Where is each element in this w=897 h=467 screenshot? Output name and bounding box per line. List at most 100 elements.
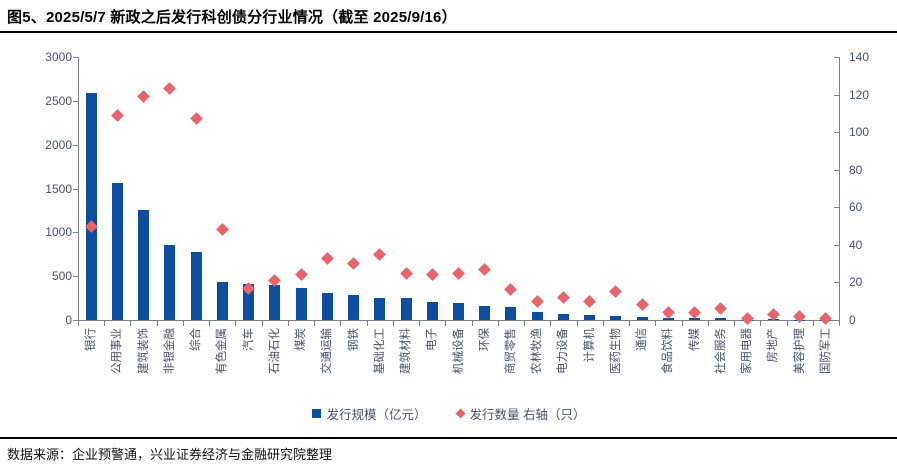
issue-count-marker-icon (504, 283, 518, 297)
title-divider (0, 31, 897, 33)
right-axis-tick (834, 320, 839, 321)
x-axis-category-label: 交通运输 (321, 328, 334, 374)
left-axis-tick-label: 500 (51, 269, 72, 284)
x-axis-tick (550, 321, 552, 326)
right-axis-tick-label: 120 (849, 87, 870, 102)
x-axis-tick (366, 321, 368, 326)
x-axis-tick (524, 321, 526, 326)
x-axis-category-label: 社会服务 (714, 328, 727, 374)
issue-count-marker-icon (137, 90, 150, 103)
bar (295, 287, 307, 320)
legend-label-issue-scale: 发行规模（亿元） (326, 408, 427, 422)
x-axis-tick (681, 321, 683, 326)
bar (164, 245, 176, 320)
x-axis-category-label: 非银金融 (163, 328, 176, 374)
right-axis-line (839, 57, 840, 320)
legend-item-issue-scale: 发行规模（亿元） (311, 404, 427, 423)
x-axis-category-label: 农林牧渔 (531, 328, 544, 374)
bar (557, 313, 569, 320)
right-axis-tick-label: 60 (849, 200, 863, 215)
x-axis-tick (707, 321, 709, 326)
diamond-series-swatch-icon (455, 408, 465, 419)
x-axis-category-label: 银行 (85, 328, 98, 351)
legend-item-issue-count: 发行数量 右轴（只） (455, 404, 586, 423)
x-axis-line (78, 320, 840, 321)
left-axis-tick-label: 2000 (45, 137, 72, 152)
x-axis-tick (130, 321, 132, 326)
x-axis-tick (734, 321, 736, 326)
x-axis-category-label: 家用电器 (741, 328, 754, 374)
issue-count-marker-icon (714, 302, 728, 316)
x-axis-category-label: 食品饮料 (662, 328, 675, 374)
bar (269, 284, 281, 320)
x-axis-category-label: 通信 (636, 328, 649, 351)
x-axis-tick (287, 321, 289, 326)
issue-count-marker-icon (294, 268, 308, 282)
bar (243, 284, 255, 320)
x-axis-tick (445, 321, 447, 326)
x-axis-category-label: 基础化工 (373, 328, 386, 374)
legend-label-issue-count: 发行数量 右轴（只） (469, 408, 586, 422)
x-axis-category-label: 石油石化 (268, 328, 281, 374)
issue-count-marker-icon (163, 82, 177, 96)
bar (505, 307, 517, 320)
x-axis-tick (419, 321, 421, 326)
bar (138, 209, 150, 320)
x-axis-category-label: 美容护理 (793, 328, 806, 374)
x-axis-category-label: 煤炭 (295, 328, 308, 351)
issue-count-marker-icon (557, 291, 570, 304)
x-axis-tick (629, 321, 631, 326)
bar (426, 302, 438, 320)
bar (216, 282, 228, 320)
x-axis-category-label: 商贸零售 (504, 328, 517, 374)
x-axis-tick (156, 321, 158, 326)
right-axis-tick (834, 207, 839, 209)
right-axis-tick (834, 244, 839, 246)
right-axis-tick (834, 169, 839, 171)
bar (111, 182, 123, 320)
bar (715, 318, 727, 320)
x-axis-tick (78, 321, 79, 326)
bar (190, 252, 202, 320)
right-axis-tick-label: 140 (849, 50, 870, 64)
x-axis-category-label: 房地产 (767, 328, 780, 363)
bar (348, 295, 360, 320)
x-axis-category-label: 综合 (190, 328, 203, 351)
right-axis-tick (834, 94, 839, 96)
left-axis-tick-label: 0 (65, 313, 72, 327)
right-axis-tick (834, 57, 839, 58)
chart-legend: 发行规模（亿元） 发行数量 右轴（只） (0, 404, 897, 423)
x-axis-category-label: 环保 (478, 328, 491, 351)
x-axis-tick (760, 321, 762, 326)
x-axis-tick (235, 321, 237, 326)
data-source: 数据来源：企业预警通，兴业证券经济与金融研究院整理 (7, 447, 333, 462)
x-axis-tick (812, 321, 814, 326)
x-axis-category-label: 机械设备 (452, 328, 465, 374)
left-axis-tick (73, 188, 78, 190)
x-axis-category-label: 汽车 (242, 328, 255, 351)
x-axis-tick (602, 321, 604, 326)
left-axis-tick-label: 2500 (45, 93, 72, 108)
issue-count-marker-icon (635, 298, 649, 312)
issue-count-marker-icon (452, 266, 465, 280)
x-axis-category-label: 医药生物 (609, 328, 622, 374)
x-axis-category-label: 建筑材料 (400, 328, 413, 374)
issue-count-marker-icon (530, 294, 544, 308)
issue-count-marker-icon (110, 108, 124, 122)
right-axis-tick (834, 282, 839, 284)
issue-count-marker-icon (399, 266, 413, 280)
x-axis-category-label: 公用事业 (111, 328, 124, 374)
issue-count-marker-icon (609, 285, 623, 299)
issue-count-marker-icon (478, 262, 492, 276)
issue-count-marker-icon (347, 257, 360, 271)
left-axis-line (78, 57, 79, 320)
bar (321, 293, 333, 320)
x-axis-category-label: 电力设备 (557, 328, 570, 374)
x-axis-category-label: 有色金属 (216, 328, 229, 374)
issue-count-marker-icon (373, 247, 387, 261)
left-axis-tick (73, 232, 78, 234)
right-axis-tick-label: 0 (849, 313, 856, 327)
bar (400, 298, 412, 320)
bar (453, 303, 464, 320)
